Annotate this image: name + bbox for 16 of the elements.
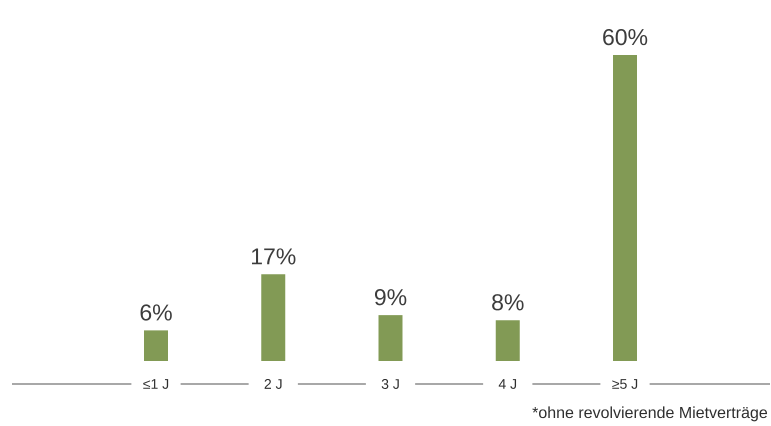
data-label: 17%	[252, 248, 296, 264]
bar	[496, 320, 520, 361]
x-tick-label: ≤1 J	[143, 379, 168, 389]
data-label: 8%	[492, 294, 524, 310]
bar	[613, 55, 638, 361]
x-tick-label: 2 J	[264, 379, 282, 389]
data-label: 60%	[603, 28, 648, 46]
x-tick-label: ≥5 J	[612, 379, 638, 389]
bar	[144, 330, 168, 361]
bar	[378, 315, 403, 361]
data-label: 9%	[374, 289, 406, 306]
bar	[261, 274, 286, 361]
x-tick-label: 4 J	[498, 379, 516, 389]
data-label: 6%	[140, 304, 172, 321]
text: *ohne revolvierende Mietverträge	[532, 406, 768, 422]
x-tick-label: 3 J	[382, 379, 399, 389]
